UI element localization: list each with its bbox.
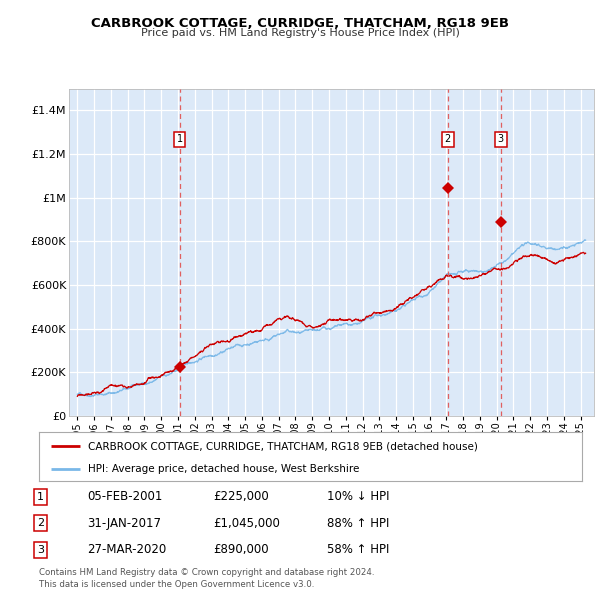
Text: £225,000: £225,000 [213,490,269,503]
Text: Price paid vs. HM Land Registry's House Price Index (HPI): Price paid vs. HM Land Registry's House … [140,28,460,38]
Text: CARBROOK COTTAGE, CURRIDGE, THATCHAM, RG18 9EB: CARBROOK COTTAGE, CURRIDGE, THATCHAM, RG… [91,17,509,30]
Text: CARBROOK COTTAGE, CURRIDGE, THATCHAM, RG18 9EB (detached house): CARBROOK COTTAGE, CURRIDGE, THATCHAM, RG… [88,441,478,451]
Text: 2: 2 [37,519,44,528]
Text: 2: 2 [445,135,451,144]
Text: 1: 1 [176,135,182,144]
Text: 88% ↑ HPI: 88% ↑ HPI [327,517,389,530]
Text: HPI: Average price, detached house, West Berkshire: HPI: Average price, detached house, West… [88,464,359,474]
Text: 3: 3 [37,545,44,555]
Text: 3: 3 [497,135,504,144]
Text: Contains HM Land Registry data © Crown copyright and database right 2024.
This d: Contains HM Land Registry data © Crown c… [39,568,374,589]
Text: 31-JAN-2017: 31-JAN-2017 [87,517,161,530]
Text: 1: 1 [37,492,44,502]
Text: 58% ↑ HPI: 58% ↑ HPI [327,543,389,556]
Text: 10% ↓ HPI: 10% ↓ HPI [327,490,389,503]
Text: 05-FEB-2001: 05-FEB-2001 [87,490,163,503]
Text: £1,045,000: £1,045,000 [213,517,280,530]
Text: £890,000: £890,000 [213,543,269,556]
Text: 27-MAR-2020: 27-MAR-2020 [87,543,166,556]
